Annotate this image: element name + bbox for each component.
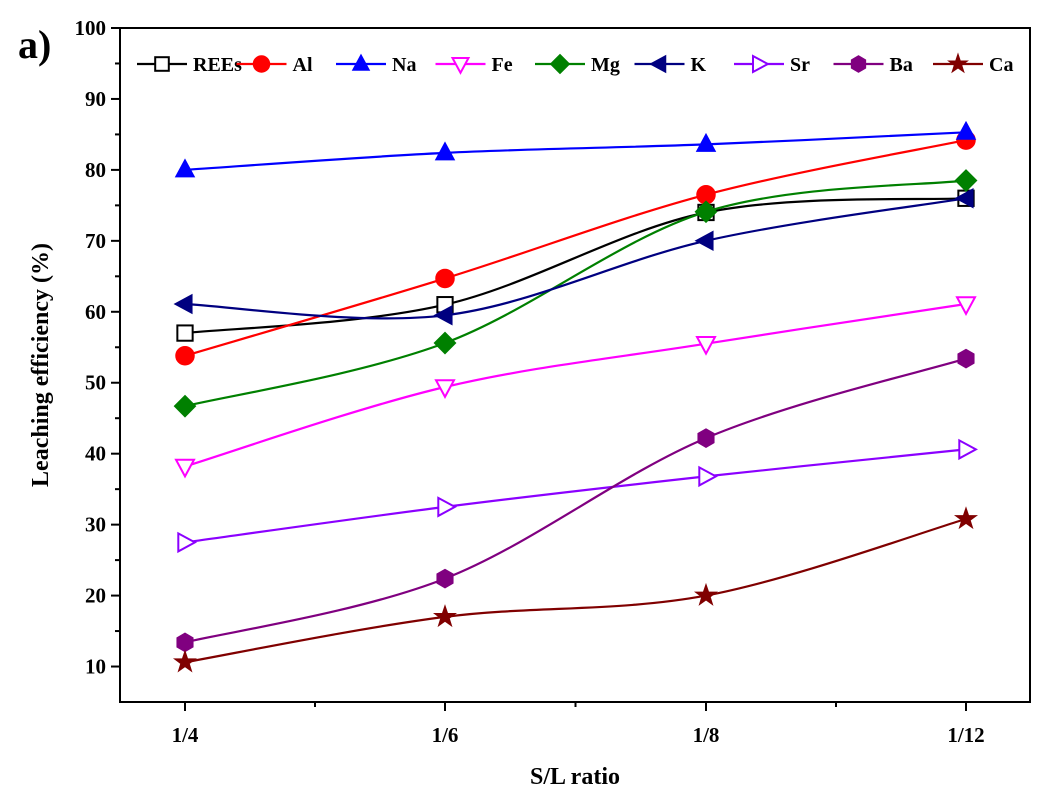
panel-label: a) [18,22,51,67]
legend: REEs Al Na Fe Mg K Sr Ba Ca [137,52,1013,76]
y-tick-label: 70 [85,229,106,253]
point-al [175,346,195,366]
point-mg [173,394,197,418]
y-tick-label: 40 [85,442,106,466]
point-mg [694,200,718,224]
plot-frame [119,27,1031,703]
series-fe [174,296,977,479]
series-line-sr [184,448,967,544]
y-tick-label: 60 [85,300,106,324]
point-fe [434,379,456,400]
point-al [435,268,455,289]
legend-item-ca: Ca [933,52,1013,76]
series-al [175,130,976,366]
legend-label-ba: Ba [890,54,913,76]
point-sr [437,496,457,518]
y-axis-label: Leaching efficiency (%) [28,243,54,487]
series-line-al [184,139,967,357]
legend-label-k: K [691,54,707,76]
series-k [173,188,974,326]
legend-marker-ca [947,52,969,74]
point-ca [172,649,198,673]
x-tick-label: 1/6 [432,723,459,747]
point-ba [436,568,454,589]
legend-item-al: Al [236,54,313,76]
legend-marker-fe [450,57,471,75]
x-tick-label: 1/4 [172,723,199,747]
point-ba [176,632,194,653]
y-tick-label: 90 [85,87,106,111]
series-rees [176,189,975,342]
series-line-fe [184,302,967,468]
y-axis: 10 20 30 40 50 60 70 80 90 100 [75,16,120,679]
legend-marker-rees [154,56,170,72]
series-mg [173,169,978,418]
legend-marker-sr [752,54,770,74]
legend-marker-na [351,53,371,71]
legend-marker-k [649,54,667,74]
x-axis-label: S/L ratio [530,764,620,790]
point-k [433,305,453,326]
legend-label-mg: Mg [591,54,620,76]
legend-label-fe: Fe [492,54,513,76]
point-fe [174,458,196,479]
point-mg [433,331,457,355]
point-sr [698,465,718,488]
point-sr [177,531,197,554]
legend-item-fe: Fe [435,54,513,76]
legend-item-rees: REEs [137,54,242,76]
legend-label-al: Al [293,54,313,76]
series-line-k [184,197,967,320]
legend-item-ba: Ba [833,54,913,76]
series-sr [177,438,978,554]
y-tick-label: 30 [85,513,106,537]
point-na [695,132,717,152]
point-ba [957,348,975,369]
point-k [694,230,714,252]
series-line-mg [184,179,967,408]
point-ca [693,582,719,606]
point-k [954,188,974,209]
legend-item-k: K [634,54,707,76]
legend-item-mg: Mg [535,53,620,76]
y-tick-label: 50 [85,371,106,395]
series-layer [172,120,979,673]
series-line-ca [184,517,967,664]
point-ca [953,506,979,530]
point-rees [176,324,194,342]
point-mg [954,169,978,192]
point-sr [958,438,978,461]
point-na [174,158,196,178]
legend-marker-mg [549,53,571,75]
legend-item-na: Na [336,53,416,76]
series-na [174,120,977,178]
legend-item-sr: Sr [734,54,810,76]
y-tick-label: 20 [85,584,106,608]
point-ba [697,428,715,448]
x-tick-label: 1/12 [947,723,984,747]
legend-label-rees: REEs [193,54,242,76]
legend-marker-al [252,55,271,73]
y-tick-label: 100 [75,16,107,40]
series-ca [172,506,979,673]
point-k [173,293,193,315]
legend-label-ca: Ca [989,54,1013,76]
x-tick-label: 1/8 [693,723,720,747]
x-axis: 1/4 1/6 1/8 1/12 [172,702,985,747]
series-ba [176,348,975,653]
point-na [955,120,977,140]
legend-label-na: Na [392,54,416,76]
point-na [434,141,456,161]
series-line-ba [184,357,967,644]
point-ca [432,604,458,628]
series-line-rees [184,197,967,335]
point-fe [955,296,977,317]
y-tick-label: 80 [85,158,106,182]
legend-marker-ba [850,55,867,73]
series-line-na [184,131,967,171]
y-tick-label: 10 [85,655,106,679]
point-fe [695,336,717,356]
legend-label-sr: Sr [790,54,810,76]
